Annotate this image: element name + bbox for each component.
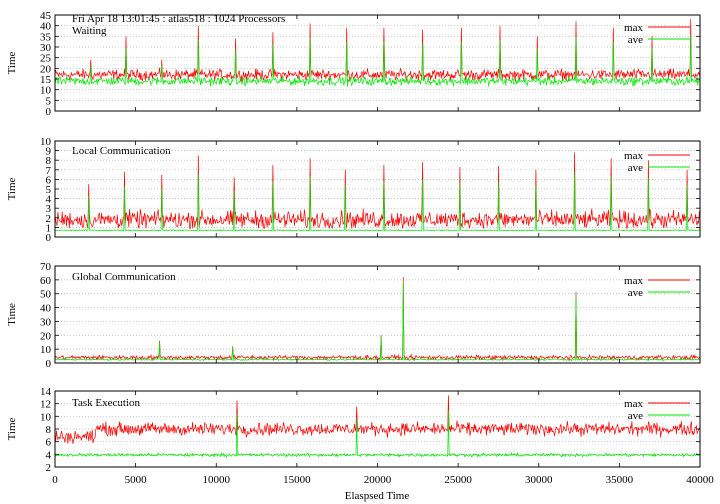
y-tick-label: 40 xyxy=(40,303,52,315)
y-tick-label: 6 xyxy=(46,437,52,449)
series-line-ave xyxy=(55,171,700,232)
y-axis-label: Time xyxy=(6,51,18,74)
y-tick-label: 1 xyxy=(46,222,52,234)
y-tick-label: 60 xyxy=(40,275,52,287)
y-tick-label: 10 xyxy=(40,85,52,97)
y-tick-label: 70 xyxy=(40,261,52,273)
y-tick-label: 0 xyxy=(46,106,52,118)
y-tick-label: 4 xyxy=(46,194,52,206)
legend-label-max: max xyxy=(624,22,643,34)
series-line-max xyxy=(54,395,701,444)
legend-label-ave: ave xyxy=(628,34,643,46)
y-tick-label: 5 xyxy=(46,184,52,196)
x-tick-label: 25000 xyxy=(444,474,472,486)
legend-label-max: max xyxy=(624,150,643,162)
y-tick-label: 35 xyxy=(40,31,52,43)
y-tick-label: 14 xyxy=(40,386,52,398)
y-tick-label: 30 xyxy=(40,42,52,54)
series-line-max xyxy=(54,19,701,83)
legend-label-max: max xyxy=(624,275,643,287)
y-tick-label: 10 xyxy=(40,344,52,356)
y-tick-label: 2 xyxy=(46,462,52,474)
y-axis-label: Time xyxy=(6,303,18,326)
x-tick-label: 20000 xyxy=(364,474,392,486)
y-axis-label: Time xyxy=(6,177,18,200)
y-tick-label: 40 xyxy=(40,21,52,33)
x-axis-label: Elaspsed Time xyxy=(345,490,410,502)
y-tick-label: 6 xyxy=(46,174,52,186)
y-tick-label: 4 xyxy=(46,449,52,461)
panel-title-task-execution: Task Execution xyxy=(72,397,140,409)
series-line-ave xyxy=(54,34,701,87)
y-tick-label: 2 xyxy=(46,213,52,225)
y-tick-label: 12 xyxy=(40,399,51,411)
y-tick-label: 25 xyxy=(40,53,52,65)
plot-frame xyxy=(54,14,701,112)
y-tick-label: 5 xyxy=(46,95,52,107)
y-tick-label: 50 xyxy=(40,289,52,301)
x-tick-label: 0 xyxy=(52,474,58,486)
y-tick-label: 30 xyxy=(40,316,52,328)
series-line-ave xyxy=(54,410,701,458)
y-tick-label: 9 xyxy=(46,146,52,158)
y-tick-label: 10 xyxy=(40,136,52,148)
panel-title-local-communication: Local Communication xyxy=(72,145,171,157)
y-tick-label: 45 xyxy=(40,10,52,22)
x-tick-label: 15000 xyxy=(283,474,311,486)
y-tick-label: 0 xyxy=(46,358,52,370)
x-tick-label: 5000 xyxy=(125,474,148,486)
y-tick-label: 3 xyxy=(46,203,52,215)
y-tick-label: 0 xyxy=(46,232,52,244)
series-line-max xyxy=(54,152,701,230)
y-axis-label: Time xyxy=(6,417,18,440)
x-tick-label: 35000 xyxy=(606,474,634,486)
legend-label-ave: ave xyxy=(628,410,643,422)
x-tick-label: 30000 xyxy=(525,474,553,486)
y-tick-label: 8 xyxy=(46,424,52,436)
y-tick-label: 10 xyxy=(40,411,52,423)
x-tick-label: 40000 xyxy=(686,474,714,486)
panel-title-global-communication: Global Communication xyxy=(72,271,176,283)
y-tick-label: 8 xyxy=(46,155,52,167)
y-tick-label: 20 xyxy=(40,63,52,75)
panel-title-waiting: Waiting xyxy=(72,25,107,37)
y-tick-label: 15 xyxy=(40,74,52,86)
series-line-max xyxy=(54,277,701,362)
legend-label-ave: ave xyxy=(628,162,643,174)
legend-label-ave: ave xyxy=(628,287,643,299)
x-tick-label: 10000 xyxy=(203,474,231,486)
figure-title: Fri Apr 18 13:01:45 : atlas518 : 1024 Pr… xyxy=(72,13,285,25)
legend-label-max: max xyxy=(624,398,643,410)
y-tick-label: 20 xyxy=(40,330,52,342)
series-line-ave xyxy=(54,281,701,362)
y-tick-label: 7 xyxy=(46,165,52,177)
